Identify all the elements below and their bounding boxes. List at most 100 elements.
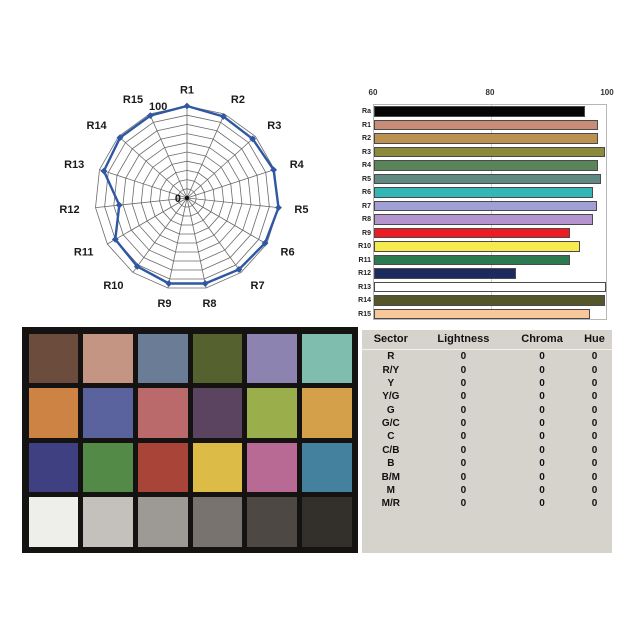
bar-label-r10: R10 bbox=[358, 243, 371, 250]
cell-hue: 0 bbox=[591, 471, 598, 483]
bar-axis-tick-80: 80 bbox=[485, 88, 495, 97]
cell-lightness: 0 bbox=[460, 364, 467, 376]
cell-sector: Y bbox=[387, 377, 395, 389]
bar-label-r6: R6 bbox=[362, 189, 371, 196]
bar-label-r11: R11 bbox=[358, 256, 371, 264]
color-patch-r1c1 bbox=[28, 333, 79, 383]
radar-axis-label-r14: R14 bbox=[87, 120, 108, 132]
color-patch-r4c3 bbox=[137, 497, 188, 547]
cell-lightness: 0 bbox=[460, 418, 467, 430]
bar-row: R6 bbox=[362, 186, 606, 200]
sector-metrics-table: Sector Lightness Chroma Hue R 0 0 0 R/Y 0 0 0 Y 0… bbox=[362, 330, 612, 511]
cell-sector: Y/G bbox=[382, 391, 400, 403]
radar-point-r9 bbox=[165, 280, 173, 287]
color-patch-r3c4 bbox=[192, 442, 243, 492]
color-patch-r4c4 bbox=[192, 497, 243, 547]
bar-track bbox=[374, 214, 606, 225]
table-body: R 0 0 0 R/Y 0 0 0 Y 0 0 0 Y/G 0 0 0 G 0 0 0 G/C 0 0 0 C 0 0 0 C/B 0 0 0… bbox=[362, 350, 612, 511]
bar-fill-r4 bbox=[374, 160, 598, 171]
bar-axis-tick-60: 60 bbox=[368, 88, 378, 97]
bar-label-r15: R15 bbox=[358, 310, 371, 318]
table-row: G/C 0 0 0 bbox=[362, 417, 612, 430]
bar-fill-r10 bbox=[374, 241, 581, 252]
cell-lightness: 0 bbox=[460, 458, 467, 470]
bar-track bbox=[374, 200, 606, 212]
cell-chroma: 0 bbox=[539, 484, 545, 496]
bar-fill-r15 bbox=[374, 308, 591, 320]
radar-axis-label-r15: R15 bbox=[123, 94, 143, 106]
bar-fill-r8 bbox=[374, 214, 594, 225]
table-row: C 0 0 0 bbox=[362, 430, 612, 443]
bar-row: R4 bbox=[362, 159, 606, 173]
table-row: Y/G 0 0 0 bbox=[362, 390, 612, 403]
bar-track bbox=[374, 295, 606, 306]
radar-axis-label-r11: R11 bbox=[74, 247, 94, 259]
cell-hue: 0 bbox=[591, 391, 598, 403]
bar-chart-plot-area: Ra R1 R2 R3 R4 R5 R6 R7 R8 R9 R10 R11 R12 R13 R14 R15 bbox=[358, 104, 607, 320]
table-row: Y 0 0 0 bbox=[362, 377, 612, 390]
bar-label-r9: R9 bbox=[362, 229, 371, 237]
column-header-lightness: Lightness bbox=[419, 330, 508, 350]
radar-point-r5 bbox=[275, 204, 282, 212]
cell-lightness: 0 bbox=[460, 498, 467, 510]
cell-hue: 0 bbox=[591, 458, 598, 470]
radar-point-r12 bbox=[115, 201, 123, 209]
cell-sector: C bbox=[387, 431, 395, 443]
radar-axis-label-r1: R1 bbox=[180, 85, 194, 97]
bar-label-ra: Ra bbox=[362, 108, 371, 115]
table-row: C/B 0 0 0 bbox=[362, 444, 612, 457]
bar-chart-gridline-80 bbox=[491, 105, 492, 319]
radar-axis-label-r13: R13 bbox=[64, 159, 84, 171]
color-patch-r2c4 bbox=[192, 388, 243, 438]
column-header-chroma: Chroma bbox=[507, 330, 577, 350]
bar-fill-ra bbox=[374, 106, 586, 117]
radar-axis-label-r12: R12 bbox=[59, 204, 79, 216]
bar-fill-r5 bbox=[374, 173, 602, 185]
radar-axis-label-r7: R7 bbox=[251, 280, 265, 292]
table-row: G 0 0 0 bbox=[362, 404, 612, 417]
cell-hue: 0 bbox=[591, 418, 598, 430]
color-checker-row bbox=[26, 386, 354, 441]
cri-bar-chart-panel: 60 80 100 Ra R1 R2 R3 R4 R5 R6 R7 R8 R9 R10 R11 R12 R13… bbox=[345, 88, 635, 326]
bar-fill-r12 bbox=[374, 268, 516, 279]
bar-label-r3: R3 bbox=[362, 148, 371, 156]
radar-point-r13 bbox=[100, 167, 108, 175]
bar-axis-tick-100: 100 bbox=[600, 88, 614, 97]
table-row: B/M 0 0 0 bbox=[362, 470, 612, 483]
color-checker-row bbox=[26, 440, 354, 495]
cell-hue: 0 bbox=[591, 404, 598, 416]
radar-point-r15 bbox=[146, 112, 154, 120]
cell-hue: 0 bbox=[591, 484, 598, 496]
bar-fill-r2 bbox=[374, 133, 598, 144]
radar-chart-panel: R1 R2 R3 R4 R5 R6 R7 R8 R9 R10 R11 R12 R13 R14 R15 100… bbox=[40, 75, 340, 325]
bar-track bbox=[374, 119, 606, 131]
bar-row: R2 bbox=[362, 132, 606, 146]
radar-axis-label-r2: R2 bbox=[231, 94, 245, 106]
radar-gridlines bbox=[95, 105, 279, 289]
cell-lightness: 0 bbox=[460, 404, 467, 416]
cell-sector: M/R bbox=[381, 498, 400, 510]
cell-lightness: 0 bbox=[460, 431, 467, 443]
bar-track bbox=[374, 106, 606, 117]
cell-hue: 0 bbox=[591, 431, 598, 443]
radar-axis-label-r6: R6 bbox=[281, 247, 295, 259]
bar-fill-r3 bbox=[374, 146, 605, 158]
cell-lightness: 0 bbox=[460, 377, 467, 389]
bar-label-r4: R4 bbox=[362, 162, 371, 169]
bar-row: R5 bbox=[362, 173, 606, 187]
cell-lightness: 0 bbox=[460, 351, 467, 363]
column-header-sector: Sector bbox=[362, 330, 420, 350]
sector-metrics-panel: Sector Lightness Chroma Hue R 0 0 0 R/Y 0 0 0 Y 0… bbox=[362, 330, 612, 553]
color-patch-r2c3 bbox=[137, 388, 188, 438]
bar-chart-axis: 60 80 100 bbox=[345, 88, 635, 104]
table-row: R 0 0 0 bbox=[362, 350, 612, 364]
bar-track bbox=[374, 268, 606, 279]
cell-chroma: 0 bbox=[539, 377, 545, 389]
bar-label-r12: R12 bbox=[358, 270, 371, 277]
color-patch-r1c2 bbox=[83, 333, 133, 383]
cell-hue: 0 bbox=[591, 364, 598, 376]
color-checker-row bbox=[26, 331, 354, 386]
radar-axis-labels: R1 R2 R3 R4 R5 R6 R7 R8 R9 R10 R11 R12 R13 R14 R15 bbox=[59, 85, 308, 311]
table-header-row: Sector Lightness Chroma Hue bbox=[362, 330, 612, 350]
bar-fill-r9 bbox=[374, 227, 571, 239]
